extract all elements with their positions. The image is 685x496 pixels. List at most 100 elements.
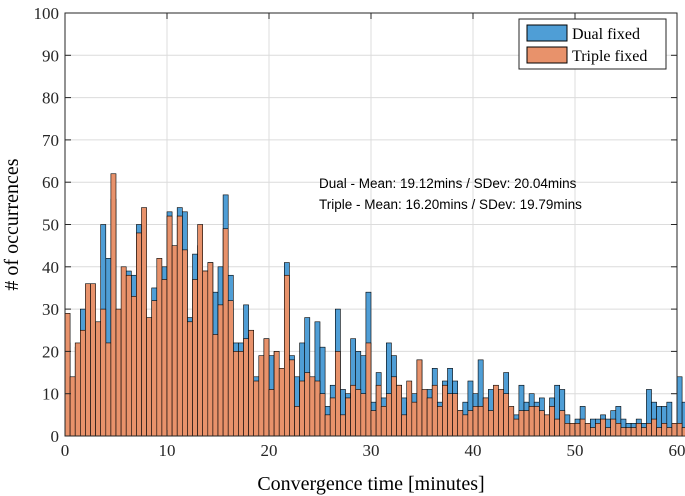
triple-fixed-bar xyxy=(646,423,652,437)
triple-fixed-bar xyxy=(146,317,153,437)
triple-fixed-bar xyxy=(482,397,489,437)
triple-fixed-bar xyxy=(171,245,178,437)
triple-fixed-bar xyxy=(268,389,275,437)
triple-fixed-bar xyxy=(498,389,504,437)
triple-fixed-bar xyxy=(197,224,204,437)
triple-fixed-bar xyxy=(334,351,341,437)
triple-fixed-bar xyxy=(625,427,632,437)
triple-fixed-bar xyxy=(141,207,147,437)
triple-fixed-bar xyxy=(477,406,484,437)
triple-fixed-bar xyxy=(370,410,377,437)
triple-fixed-bar xyxy=(360,393,367,437)
triple-fixed-bar xyxy=(182,249,188,437)
triple-fixed-bar xyxy=(396,384,402,437)
triple-fixed-bar xyxy=(115,308,122,437)
triple-fixed-bar xyxy=(472,406,479,437)
triple-fixed-bar xyxy=(294,406,300,437)
y-tick-label: 20 xyxy=(42,342,59,361)
triple-fixed-bar xyxy=(518,410,525,437)
triple-fixed-bar xyxy=(283,274,290,437)
triple-fixed-bar xyxy=(467,410,474,437)
triple-fixed-bar xyxy=(676,423,683,437)
histogram-bars xyxy=(64,173,685,437)
triple-fixed-bar xyxy=(528,406,535,437)
triple-fixed-bar xyxy=(309,376,316,437)
triple-fixed-bar xyxy=(436,406,443,437)
dual-stats-text: Dual - Mean: 19.12mins / SDev: 20.04mins xyxy=(319,176,577,191)
triple-fixed-bar xyxy=(615,423,622,437)
triple-fixed-bar xyxy=(411,401,418,437)
legend-swatch-dual xyxy=(526,24,568,42)
triple-fixed-bar xyxy=(569,423,576,437)
triple-fixed-bar xyxy=(630,427,637,437)
triple-fixed-bar xyxy=(523,410,530,437)
triple-fixed-bar xyxy=(605,427,611,437)
triple-fixed-bar xyxy=(263,338,270,437)
triple-fixed-bar xyxy=(671,423,678,437)
triple-fixed-bar xyxy=(564,423,571,437)
triple-fixed-bar xyxy=(406,380,413,437)
legend: Dual fixed Triple fixed xyxy=(518,18,667,70)
x-tick-label: 20 xyxy=(261,441,278,460)
triple-fixed-bar xyxy=(289,359,295,437)
triple-fixed-bar xyxy=(350,384,357,437)
triple-fixed-bar xyxy=(125,274,132,437)
grid-lines xyxy=(65,13,677,436)
triple-fixed-bar xyxy=(635,423,642,437)
x-axis-label: Convergence time [minutes] xyxy=(257,473,484,495)
legend-label-triple: Triple fixed xyxy=(572,48,647,65)
x-tick-label: 40 xyxy=(465,441,482,460)
triple-fixed-bar xyxy=(222,228,229,437)
triple-fixed-bar xyxy=(304,372,311,437)
triple-fixed-bar xyxy=(120,266,127,437)
triple-fixed-bar xyxy=(166,215,173,437)
triple-fixed-bar xyxy=(589,427,596,437)
x-tick-label: 30 xyxy=(363,441,380,460)
triple-fixed-bar xyxy=(85,283,91,437)
triple-fixed-bar xyxy=(651,418,657,437)
triple-fixed-bar xyxy=(574,423,581,437)
triple-fixed-bar xyxy=(314,380,321,437)
triple-fixed-bar xyxy=(462,414,469,437)
triple-fixed-bar xyxy=(508,406,515,437)
triple-fixed-bar xyxy=(69,376,76,437)
y-tick-label: 30 xyxy=(42,300,59,319)
triple-fixed-bar xyxy=(442,384,448,437)
triple-fixed-bar xyxy=(538,410,545,437)
y-tick-label: 80 xyxy=(42,89,59,108)
triple-fixed-bar xyxy=(487,410,494,437)
triple-fixed-bar xyxy=(253,380,260,437)
triple-fixed-bar xyxy=(365,342,372,437)
y-tick-label: 10 xyxy=(42,385,59,404)
triple-fixed-bar xyxy=(248,329,255,437)
triple-fixed-bar xyxy=(513,418,520,437)
triple-fixed-bar xyxy=(620,427,627,437)
y-tick-label: 100 xyxy=(34,4,60,23)
triple-fixed-bar xyxy=(640,427,647,437)
x-tick-label: 0 xyxy=(61,441,70,460)
triple-fixed-bar xyxy=(136,232,142,437)
y-tick-label: 70 xyxy=(42,131,59,150)
triple-fixed-bar xyxy=(559,410,566,437)
triple-fixed-bar xyxy=(345,397,351,437)
triple-fixed-bar xyxy=(666,427,673,437)
y-tick-label: 40 xyxy=(42,258,59,277)
triple-fixed-bar xyxy=(385,393,392,437)
y-axis-label: # of occurrences xyxy=(1,158,23,290)
triple-fixed-bar xyxy=(533,406,540,437)
triple-fixed-bar xyxy=(233,351,239,437)
triple-fixed-bar xyxy=(161,279,168,437)
triple-fixed-bar xyxy=(452,393,459,437)
x-tick-label: 60 xyxy=(669,441,685,460)
triple-fixed-bar xyxy=(243,338,249,437)
triple-stats-text: Triple - Mean: 16.20mins / SDev: 19.79mi… xyxy=(319,197,582,212)
triple-fixed-bar xyxy=(661,423,668,437)
triple-fixed-bar xyxy=(610,418,617,437)
y-tick-label: 90 xyxy=(42,46,59,65)
triple-fixed-bar xyxy=(391,376,397,437)
y-tick-label: 60 xyxy=(42,173,59,192)
triple-fixed-bar xyxy=(207,262,214,437)
triple-fixed-bar xyxy=(80,329,86,437)
triple-fixed-bar xyxy=(554,418,560,437)
triple-fixed-bars xyxy=(64,173,685,437)
